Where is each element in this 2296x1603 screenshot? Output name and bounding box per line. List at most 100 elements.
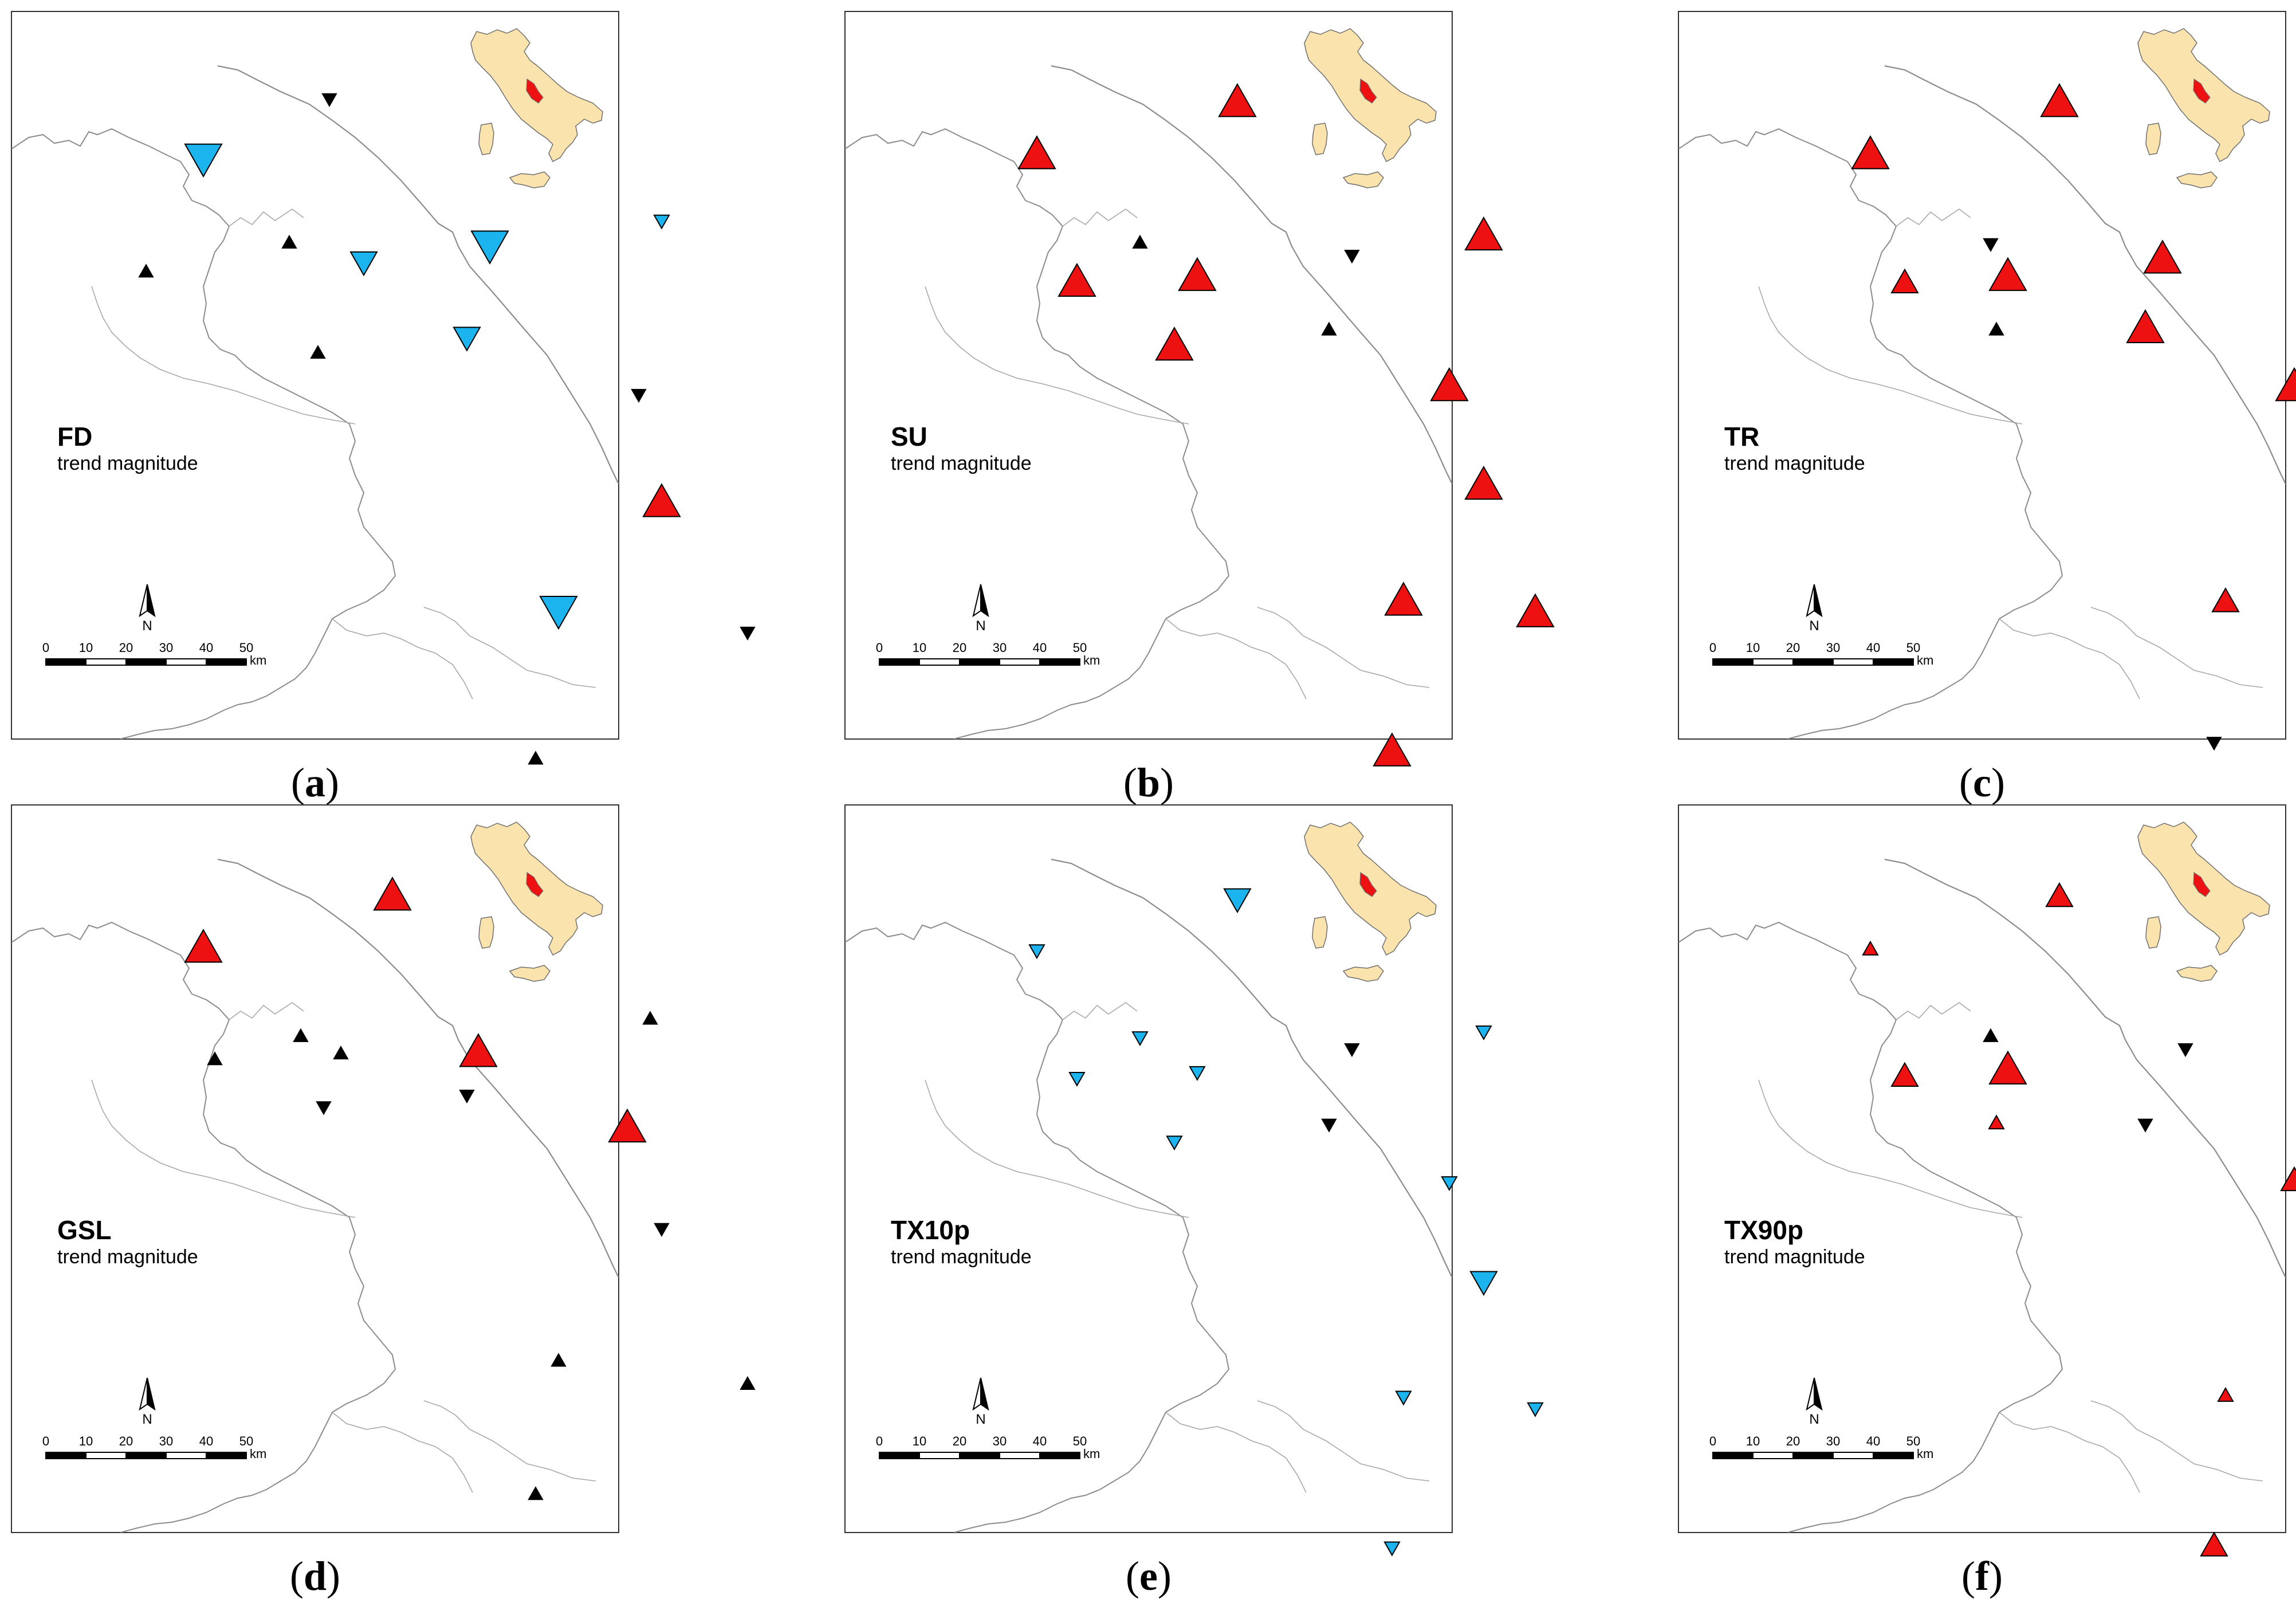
increasing-trend-marker xyxy=(373,876,412,911)
coastline xyxy=(1051,65,1452,485)
decreasing-trend-marker xyxy=(1028,944,1045,960)
marche-region xyxy=(1359,78,1377,104)
sardinia xyxy=(2145,123,2161,155)
coastline xyxy=(1884,858,2286,1278)
scale-bar-segment xyxy=(1039,658,1080,666)
italy-inset xyxy=(470,28,603,188)
scale-unit-label: km xyxy=(250,653,266,667)
increasing-trend-marker xyxy=(333,1046,349,1060)
increasing-trend-marker xyxy=(1862,940,1879,956)
decreasing-trend-marker xyxy=(539,595,578,630)
increasing-trend-marker xyxy=(1988,321,2004,336)
map-outline xyxy=(1678,858,2286,1533)
panel-frame xyxy=(844,804,1453,1533)
decreasing-trend-marker xyxy=(349,251,378,277)
scale-tick-label: 20 xyxy=(1786,641,1800,655)
panel-frame xyxy=(11,804,619,1533)
increasing-trend-marker xyxy=(310,344,326,359)
scale-bar-segment xyxy=(85,658,127,666)
marche-region xyxy=(2193,871,2211,897)
scale-bar-segment xyxy=(125,658,167,666)
increasing-trend-marker xyxy=(1218,82,1257,117)
region-boundary xyxy=(845,128,1230,739)
increasing-trend-marker xyxy=(1464,216,1503,251)
decreasing-trend-marker xyxy=(2206,737,2222,751)
increasing-trend-marker xyxy=(1430,367,1469,402)
sardinia xyxy=(2145,916,2161,949)
increasing-trend-marker xyxy=(1516,593,1555,627)
sardinia xyxy=(1312,123,1328,155)
north-label: N xyxy=(1809,618,1819,634)
map-outline xyxy=(845,65,1452,739)
decreasing-trend-marker xyxy=(631,388,647,403)
scale-unit-label: km xyxy=(1917,1447,1933,1461)
province-boundary xyxy=(1896,209,1971,227)
north-arrow-icon: N xyxy=(972,1377,989,1427)
sicily xyxy=(2176,965,2218,982)
scale-tick-label: 20 xyxy=(1786,1434,1800,1448)
decreasing-trend-marker xyxy=(1475,1025,1492,1040)
province-boundary xyxy=(1257,607,1430,688)
scale-tick-label: 30 xyxy=(159,1434,173,1448)
scale-tick-label: 30 xyxy=(1826,641,1840,655)
increasing-trend-marker xyxy=(2200,1531,2228,1557)
north-arrow-icon: N xyxy=(972,584,989,634)
scale-bar-segment xyxy=(206,1452,247,1459)
panel-frame xyxy=(1678,804,2286,1533)
north-label: N xyxy=(976,1412,985,1427)
sardinia xyxy=(478,916,494,949)
scale-tick-label: 20 xyxy=(953,641,966,655)
increasing-trend-marker xyxy=(207,1051,223,1066)
scale-tick-label: 10 xyxy=(1746,1434,1760,1448)
increasing-trend-marker xyxy=(642,483,681,517)
scale-bar-segment xyxy=(166,1452,207,1459)
increasing-trend-marker xyxy=(1464,465,1503,500)
increasing-trend-marker xyxy=(642,1011,658,1025)
decreasing-trend-marker xyxy=(1321,1118,1337,1133)
decreasing-trend-marker xyxy=(1166,1136,1183,1151)
province-boundary xyxy=(332,1412,473,1493)
increasing-trend-marker xyxy=(2045,882,2074,907)
north-label: N xyxy=(142,1412,152,1427)
increasing-trend-marker xyxy=(281,234,297,249)
italy-inset xyxy=(1304,822,1437,982)
coastline xyxy=(1051,858,1452,1278)
scale-tick-label: 40 xyxy=(1866,1434,1880,1448)
marche-region xyxy=(526,871,544,897)
index-label: TR xyxy=(1724,422,1759,451)
scale-tick-label: 40 xyxy=(199,1434,213,1448)
increasing-trend-marker xyxy=(2217,1387,2234,1402)
scale-unit-label: km xyxy=(250,1447,266,1461)
increasing-trend-marker xyxy=(184,929,223,963)
scale-bar-segment xyxy=(1833,1452,1874,1459)
subtitle-label: trend magnitude xyxy=(891,1246,1032,1268)
subtitle-label: trend magnitude xyxy=(1724,453,1865,474)
decreasing-trend-marker xyxy=(470,230,509,265)
scale-bar-segment xyxy=(1039,1452,1080,1459)
panel-caption: (e) xyxy=(1126,1553,1171,1599)
scale-bar-segment xyxy=(125,1452,167,1459)
index-label: GSL xyxy=(57,1215,112,1245)
increasing-trend-marker xyxy=(1890,1062,1919,1087)
coastline xyxy=(1884,65,2286,485)
province-boundary xyxy=(1999,618,2140,700)
scale-tick-label: 40 xyxy=(1866,641,1880,655)
increasing-trend-marker xyxy=(1983,1028,1999,1042)
scale-bar-segment xyxy=(1752,1452,1794,1459)
increasing-trend-marker xyxy=(2211,587,2240,612)
scale-bar-segment xyxy=(879,658,920,666)
index-label: TX10p xyxy=(891,1215,970,1245)
scale-tick-label: 10 xyxy=(913,1434,926,1448)
increasing-trend-marker xyxy=(1057,262,1096,297)
province-boundary xyxy=(925,1079,1189,1218)
increasing-trend-marker xyxy=(293,1028,309,1042)
scale-tick-label: 0 xyxy=(1709,1434,1716,1448)
scale-bar-segment xyxy=(1712,1452,1754,1459)
province-boundary xyxy=(91,1079,356,1218)
